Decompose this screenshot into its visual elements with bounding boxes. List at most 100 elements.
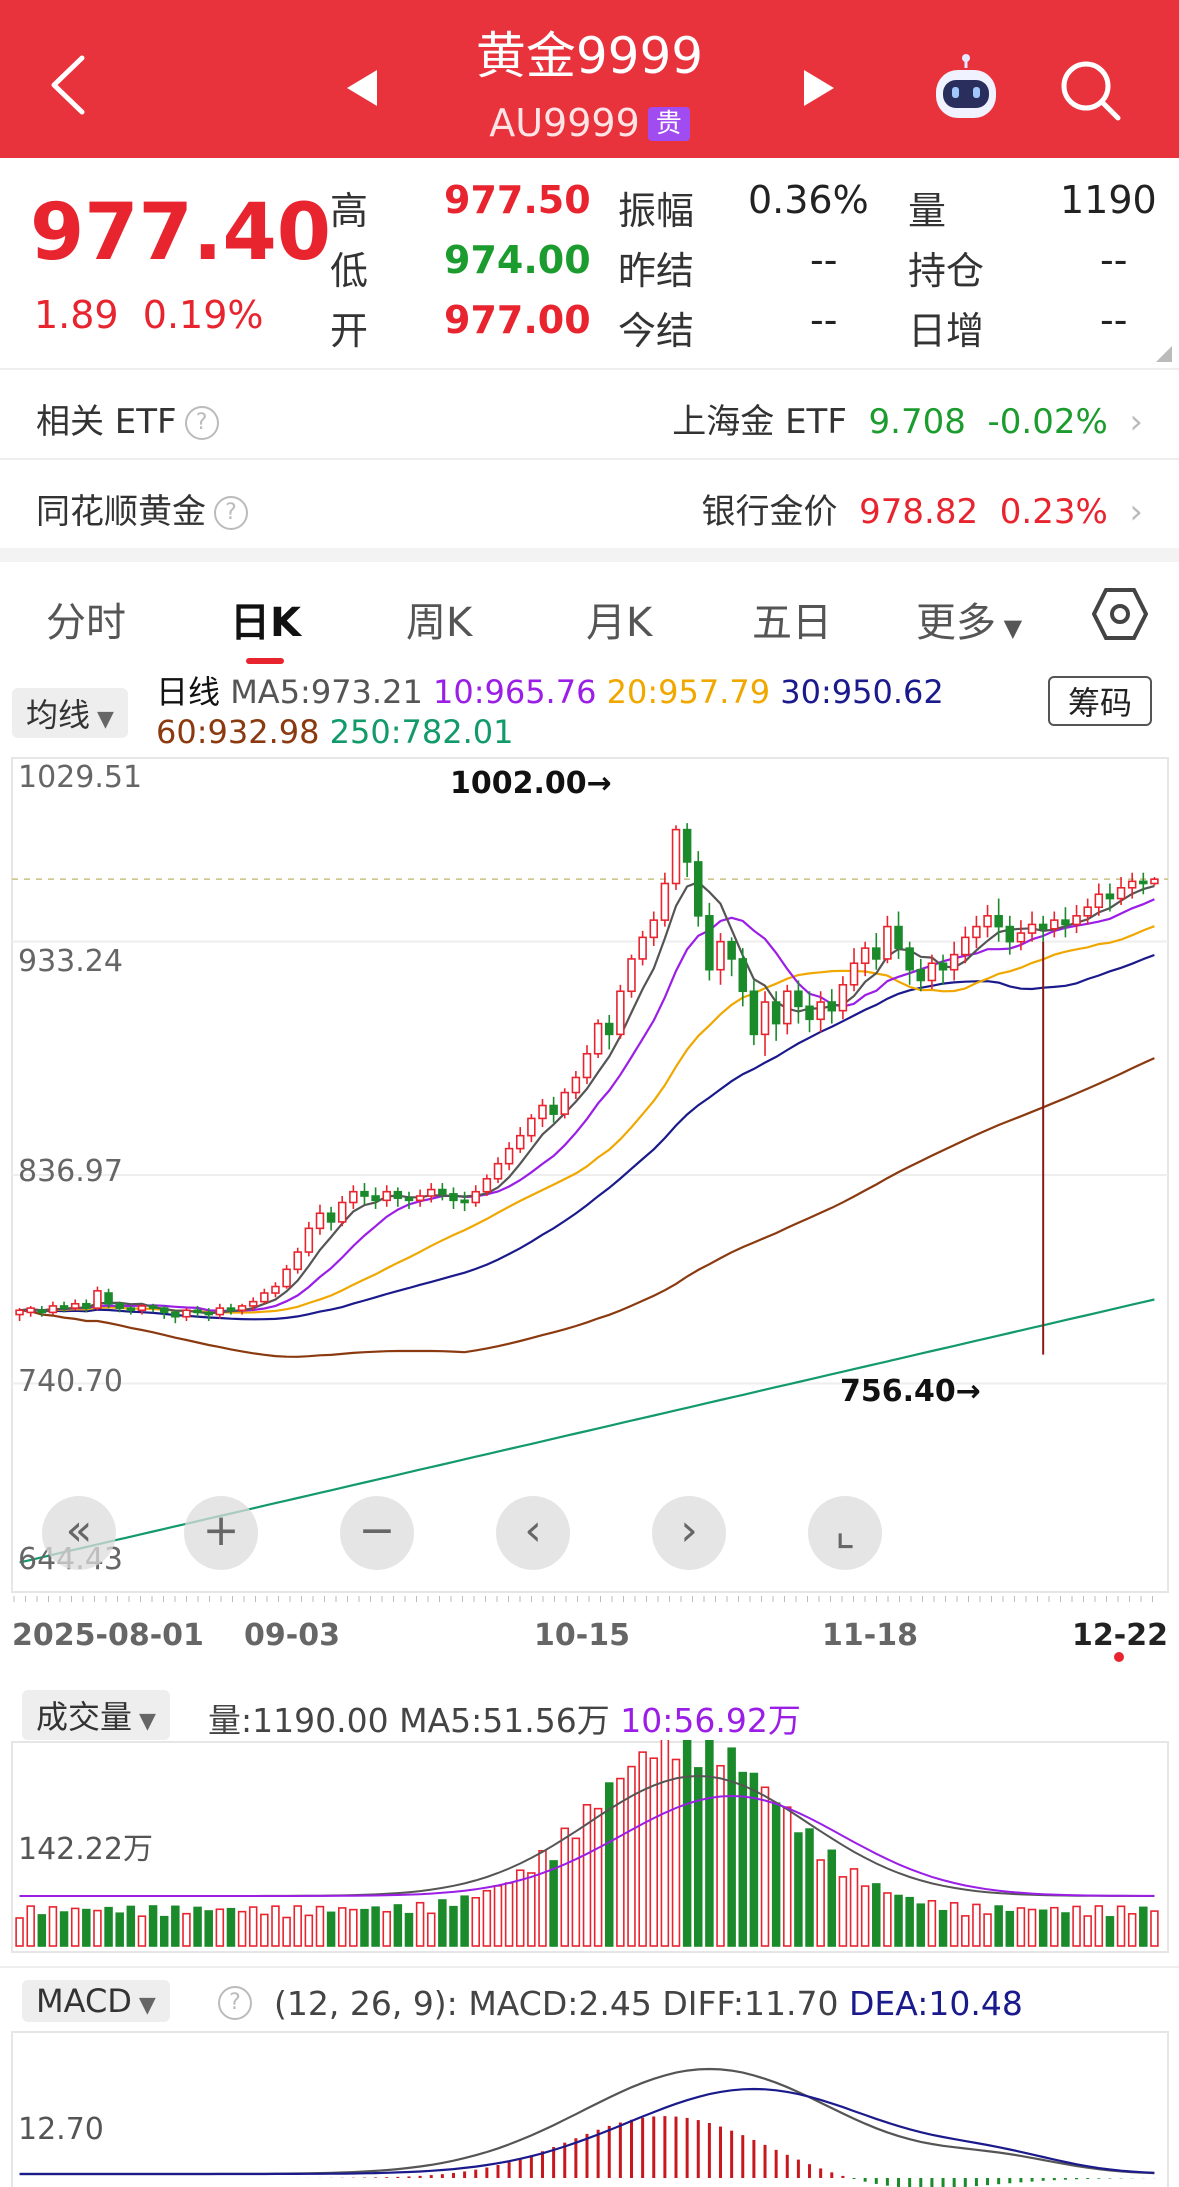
back-icon[interactable] [40,50,100,120]
ma10-line [19,898,1155,1313]
volume-bar-down [938,1909,948,1947]
candle-up [783,990,792,1025]
help-icon[interactable]: ? [214,496,248,530]
scroll-right-button[interactable]: › [652,1496,726,1570]
chart-frame [11,1741,1169,1953]
volume-bar-down [749,1772,759,1947]
tab-weekly-k[interactable]: 周K [406,600,473,646]
help-icon[interactable]: ? [218,1986,252,2020]
ths-gold-label: 同花顺黄金 [36,492,206,532]
volume-bar-up [315,1905,325,1947]
assistant-robot-icon[interactable] [928,52,1004,128]
candle-down [827,1001,837,1012]
candle-down [805,1005,814,1021]
volume-bar-down [738,1771,748,1947]
chip-distribution-button[interactable]: 筹码 [1048,676,1153,726]
amplitude-value: 0.36% [748,178,869,222]
candle-up [1072,915,1081,926]
candle-down [326,1212,336,1223]
volume-bar-up [671,1758,681,1947]
candle-down [549,1104,558,1115]
scroll-left-button[interactable]: ‹ [496,1496,570,1570]
candle-up [638,936,647,960]
previous-instrument-icon[interactable] [345,68,381,108]
zoom-in-button[interactable]: + [184,1496,258,1570]
candle-down [438,1188,447,1195]
etf-change: -0.02% [987,402,1108,442]
divider [0,1966,1179,1968]
candle-down [727,940,736,960]
volume-bar-up [660,1740,670,1947]
macd-dropdown[interactable]: MACD ▼ [22,1980,170,2022]
zoom-out-button[interactable]: − [340,1496,414,1570]
price-axis-label: 933.24 [18,944,123,979]
candle-down [894,925,903,949]
candle-down [1139,880,1148,885]
volume-bar-up [838,1876,848,1947]
volume-value: 量:1190.00 [208,1701,389,1740]
volume-bar-up [649,1757,659,1947]
volume-chart[interactable] [0,1740,1179,1954]
candle-up [560,1091,569,1115]
expand-corner-icon[interactable] [1156,346,1172,362]
volume-bar-up [26,1905,35,1947]
candle-up [260,1292,269,1303]
volume-bar-up [493,1885,503,1947]
volume-bar-down [1038,1909,1048,1947]
volume-dropdown[interactable]: 成交量 ▼ [22,1690,170,1740]
tab-daily-k[interactable]: 日K [230,600,301,646]
indicator-dropdown[interactable]: 均线 ▼ [12,688,128,738]
kline-chart[interactable] [0,750,1179,1610]
settings-hexagon-icon[interactable] [1092,586,1148,642]
search-icon[interactable] [1058,58,1122,122]
quote-panel: 977.40 1.89 0.19% 高 977.50 低 974.00 开 97… [0,158,1179,368]
diff-value: DIFF:11.70 [662,1984,839,2023]
candle-down [159,1307,169,1314]
candle-down [872,947,881,960]
instrument-code: AU9999 贵 [0,100,1179,146]
candle-up [671,828,681,885]
tab-more[interactable]: 更多 ▼ [916,590,1022,648]
candle-down [449,1193,458,1202]
volume-bar-down [82,1908,91,1947]
volume-bar-up [571,1837,581,1947]
indicator-dropdown-label: 均线 [26,696,91,734]
help-icon[interactable]: ? [184,406,219,440]
candle-down [460,1199,469,1204]
volume-bar-up [504,1882,514,1947]
volume-bar-up [337,1907,347,1947]
bank-price-value: 978.82 [859,492,979,532]
tab-intraday[interactable]: 分时 [46,600,126,646]
next-instrument-icon[interactable] [800,68,836,108]
volume-bar-up [471,1896,480,1947]
max-price-marker: 1002.00→ [450,766,612,801]
open-label: 开 [330,309,369,353]
ma20-value: 20:957.79 [606,673,771,711]
tab-monthly-k[interactable]: 月K [586,600,653,646]
tab-five-day[interactable]: 五日 [752,600,832,646]
candle-down [916,968,926,982]
volume-bar-up [1116,1905,1126,1947]
volume-bar-down [326,1911,336,1947]
volume-bar-down [1061,1912,1070,1947]
ma30-line [19,953,1155,1321]
candle-up [593,1022,603,1055]
volume-bar-up [304,1914,314,1947]
volume-bar-up [426,1912,436,1947]
candle-up [627,958,636,993]
candle-up [93,1290,102,1309]
volume-bar-down [148,1905,158,1947]
candle-down [148,1305,158,1309]
bank-gold-row[interactable]: 同花顺黄金? 银行金价 978.82 0.23% › [0,460,1179,548]
related-etf-row[interactable]: 相关 ETF? 上海金 ETF 9.708 -0.02% › [0,370,1179,458]
period-tabs: 分时 日K 周K 月K 五日 更多 ▼ [0,562,1179,670]
divider [0,368,1179,370]
jump-to-start-button[interactable]: « [42,1496,116,1570]
fullscreen-button[interactable]: ⌞ [808,1496,882,1570]
macd-chart[interactable] [0,2030,1179,2187]
date-axis-label: 09-03 [244,1618,340,1653]
volume-bar-up [860,1885,870,1947]
candle-up [26,1307,35,1314]
candle-down [404,1197,414,1202]
volume-bar-down [404,1912,414,1947]
